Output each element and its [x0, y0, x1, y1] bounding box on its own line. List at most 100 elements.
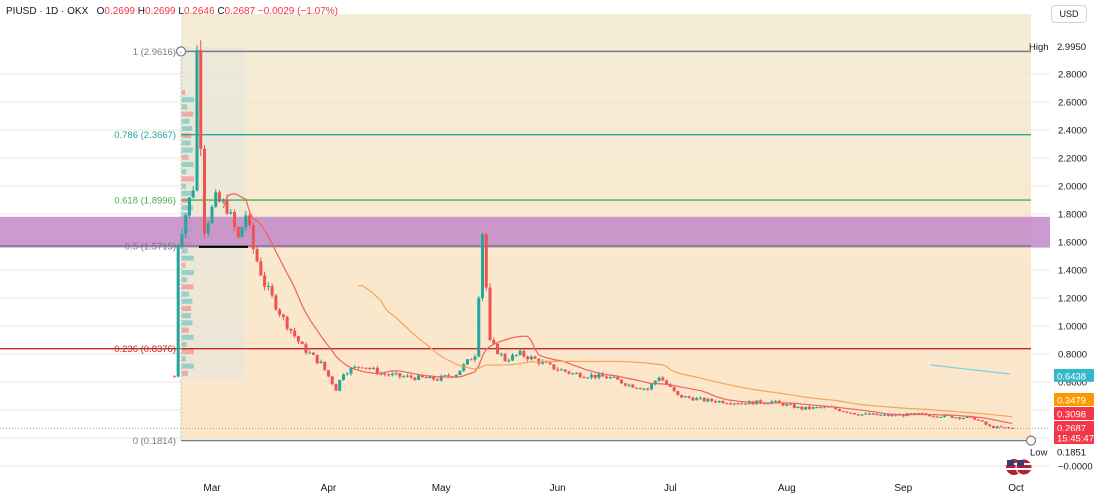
candle-body	[206, 223, 210, 234]
candle-body	[627, 384, 631, 386]
time-tick-label: Apr	[321, 483, 337, 494]
candle-body	[871, 413, 875, 415]
candle-body	[1010, 427, 1014, 429]
candle-body	[499, 353, 503, 355]
high-label: H	[137, 6, 145, 17]
candle-body	[706, 398, 710, 402]
candle-body	[420, 375, 424, 378]
candle-body	[586, 377, 590, 379]
price-label-bg	[1054, 421, 1094, 434]
candle-body	[740, 403, 744, 405]
candle-body	[571, 373, 575, 375]
volume-profile-bar	[182, 162, 194, 167]
supply-zone	[0, 216, 1050, 248]
price-label-red: 0.3098	[1057, 410, 1086, 421]
volume-profile-bar	[182, 118, 190, 124]
candle-body	[529, 356, 533, 360]
candle-body	[894, 414, 898, 416]
candle-body	[364, 367, 368, 369]
candle-body	[789, 404, 793, 406]
candle-body	[184, 215, 188, 235]
price-tick-label: 1.4000	[1058, 266, 1087, 277]
candle-body	[702, 397, 706, 402]
candle-body	[999, 426, 1003, 428]
candle-body	[635, 387, 639, 389]
candle-body	[867, 413, 871, 415]
time-tick-label: Sep	[894, 483, 912, 494]
candle-body	[815, 407, 819, 409]
price-label-high_value: 2.9950	[1057, 42, 1086, 53]
currency-button[interactable]: USD	[1051, 5, 1087, 23]
candle-body	[518, 350, 522, 355]
candle-body	[263, 275, 267, 287]
volume-profile-bar	[182, 133, 192, 139]
candle-body	[214, 192, 218, 207]
candle-body	[341, 374, 345, 380]
candle-body	[278, 309, 282, 315]
price-label-orange: 0.3479	[1057, 396, 1086, 407]
candle-body	[995, 426, 999, 429]
candle-body	[552, 364, 556, 370]
volume-profile-bar	[182, 205, 193, 211]
candle-body	[954, 417, 958, 419]
candle-body	[991, 426, 995, 429]
candle-body	[507, 360, 511, 362]
candle-body	[661, 377, 665, 381]
candle-body	[920, 413, 924, 415]
candle-body	[743, 403, 747, 405]
candle-body	[822, 406, 826, 408]
fib-label: 0.786 (2.3667)	[114, 130, 176, 141]
candle-body	[574, 373, 578, 375]
time-axis: Mar Apr May Jun Jul Aug Sep Oct	[203, 483, 1024, 494]
price-tick-label: 2.2000	[1058, 154, 1087, 165]
price-tick-label: 0.8000	[1058, 350, 1087, 361]
candle-body	[665, 380, 669, 385]
candle-body	[943, 414, 947, 418]
candle-body	[180, 234, 184, 246]
candle-body	[353, 366, 357, 369]
candle-body	[849, 412, 853, 414]
candle-body	[916, 413, 920, 415]
us-flag-icon[interactable]	[1005, 458, 1033, 476]
volume-profile-bar	[182, 334, 194, 340]
candle-body	[770, 401, 774, 404]
candle-body	[210, 206, 214, 224]
fib-anchor-end	[1025, 435, 1037, 446]
candle-body	[357, 366, 361, 368]
candle-body	[244, 215, 248, 228]
candle-body	[315, 354, 319, 364]
volume-profile-bar	[182, 90, 185, 95]
price-tick-label: 1.8000	[1058, 210, 1087, 221]
candle-body	[240, 227, 244, 238]
candle-body	[650, 383, 654, 390]
candle-body	[976, 419, 980, 421]
fib-label: 0 (0.1814)	[133, 436, 176, 447]
candle-body	[646, 388, 650, 390]
candle-body	[721, 400, 725, 404]
price-label-bg	[1054, 431, 1094, 444]
volume-profile-bar	[182, 111, 194, 117]
candle-body	[387, 374, 391, 376]
candle-body	[496, 343, 500, 355]
candle-body	[311, 352, 315, 355]
close-value: 0.2687	[224, 6, 256, 17]
interval-label[interactable]: 1D	[45, 6, 59, 17]
volume-profile-bar	[182, 176, 194, 182]
candle-body	[589, 374, 593, 378]
candle-body	[481, 234, 485, 298]
candle-body	[620, 379, 624, 384]
symbol-label[interactable]: PIUSD	[6, 6, 37, 17]
volume-profile-bar	[182, 104, 188, 110]
candle-body	[759, 400, 763, 404]
price-labels: High 2.9950 0.6438 0.3479 0.3098 0.268715:45:…	[1029, 42, 1094, 459]
fib-label: 0.5 (1.5715)	[125, 241, 176, 252]
candle-body	[961, 417, 965, 419]
candle-body	[710, 398, 714, 402]
candle-body	[233, 212, 237, 227]
candle-body	[435, 379, 439, 381]
ma-slow-line	[358, 284, 1013, 418]
candle-body	[191, 190, 195, 198]
ma-fast-line	[222, 193, 1013, 425]
volume-profile-bar	[182, 190, 194, 196]
